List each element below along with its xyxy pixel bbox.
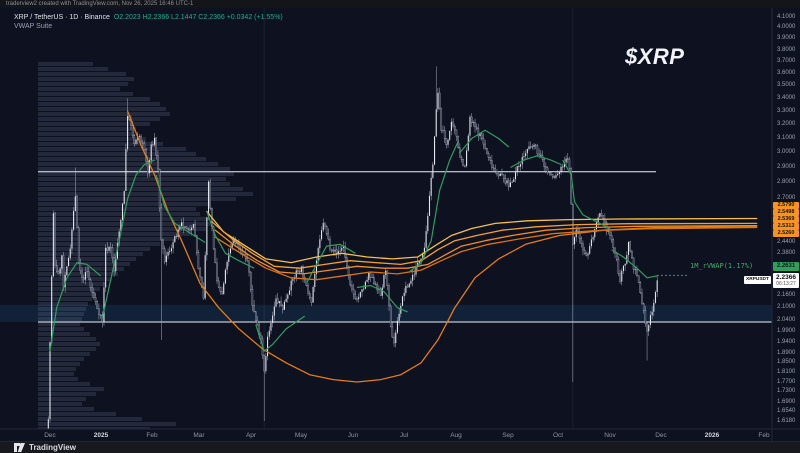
price-tick: 3.6000 (777, 70, 796, 76)
time-tick: Apr (245, 432, 257, 439)
price-tick: 4.0000 (777, 24, 796, 31)
last-price-symbol-tag: XRPUSDT (744, 276, 771, 284)
price-tick: 3.3000 (777, 107, 796, 114)
footer-bar: TradingView (0, 441, 800, 453)
time-tick: Aug (450, 432, 462, 439)
price-tick: 3.7000 (777, 58, 796, 65)
price-tick: 2.1600 (777, 292, 796, 298)
time-tick: Dec (655, 432, 667, 439)
price-tick: 3.0000 (777, 149, 796, 156)
price-tick: 1.8100 (777, 368, 796, 375)
time-tick: 2025 (93, 432, 109, 439)
tradingview-logo[interactable] (14, 443, 25, 452)
export-info-bar: traderview2 created with TradingView.com… (0, 0, 800, 8)
price-tick: 3.5000 (777, 82, 796, 89)
price-tick: 2.3800 (777, 249, 796, 256)
ohlc-values: O2.2023 H2.2366 L2.1447 C2.2366 +0.0342 … (113, 14, 283, 21)
symbol-title[interactable]: XRP / TetherUS · 1D · Binance (14, 14, 110, 21)
last-price-label: 2.2366 06:13:27 (773, 273, 799, 288)
vwap-suite-price-label: 2.5260 (773, 230, 799, 237)
price-tick: 2.9000 (777, 164, 796, 170)
price-tick: 3.4000 (777, 94, 796, 101)
vwap-suite-price-label: 2.5313 (773, 223, 799, 230)
bar-countdown: 06:13:27 (776, 281, 796, 287)
last-price-value: 2.2366 (776, 274, 796, 281)
time-tick: Jun (347, 432, 359, 439)
time-tick: Oct (552, 432, 564, 439)
price-tick: 3.2000 (777, 121, 796, 128)
chart-legend: XRP / TetherUS · 1D · Binance O2.2023 H2.… (14, 13, 283, 31)
price-tick: 2.1000 (777, 304, 796, 311)
rvwap-line-label: 1M_rVWAP(1.17%) (690, 262, 754, 270)
time-tick: Sep (502, 432, 514, 439)
price-tick: 3.9000 (777, 35, 796, 42)
price-tick: 1.6900 (777, 398, 796, 405)
price-tick: 1.7700 (777, 378, 796, 385)
price-tick: 1.7300 (777, 388, 796, 395)
price-tick: 3.1000 (777, 135, 796, 141)
price-tick: 1.9400 (777, 338, 796, 345)
price-tick: 1.8900 (777, 350, 796, 356)
price-tick: 1.6180 (777, 417, 796, 424)
time-tick: Feb (146, 432, 158, 439)
vwap-suite-price-label: 2.5790 (773, 202, 799, 209)
price-tick: 4.1000 (777, 13, 796, 20)
price-tick: 3.8000 (777, 46, 796, 53)
time-tick: Dec (44, 432, 56, 439)
indicator-label-vwap-suite[interactable]: VWAP Suite (14, 23, 53, 30)
time-tick: May (294, 432, 308, 439)
price-tick: 2.7000 (777, 195, 796, 201)
price-tick: 1.9900 (777, 327, 796, 334)
price-tick: 2.8000 (777, 179, 796, 186)
price-tick: 1.8500 (777, 359, 796, 366)
export-info-text: traderview2 created with TradingView.com… (6, 1, 194, 7)
symbol-watermark: $XRP (625, 44, 685, 69)
price-tick: 1.6540 (777, 408, 796, 414)
vwap-suite-price-label: 2.5369 (773, 216, 799, 223)
price-tick: 2.4400 (777, 239, 796, 245)
time-tick: Mar (193, 432, 205, 439)
tradingview-brand[interactable]: TradingView (29, 443, 76, 452)
time-tick: Jul (399, 432, 409, 439)
rvwap-price-label: 2.2631 (773, 262, 799, 271)
vwap-suite-price-label: 2.5498 (773, 209, 799, 216)
time-tick: 2026 (704, 432, 720, 439)
price-tick: 2.0400 (777, 316, 796, 323)
time-tick: Feb (758, 432, 770, 439)
time-tick: Nov (604, 432, 616, 439)
